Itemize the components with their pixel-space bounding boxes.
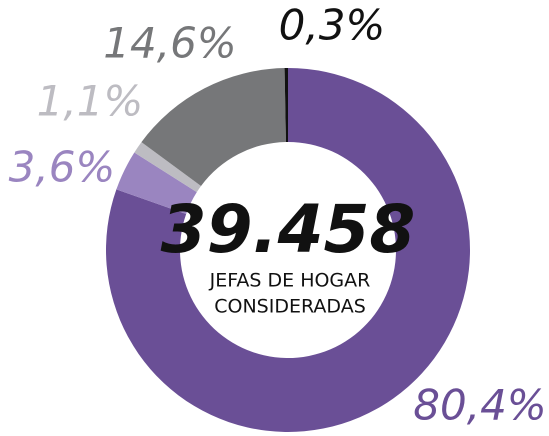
value-label: 3,6%: [9, 143, 116, 192]
value-label: 14,6%: [103, 19, 236, 68]
center-line: JEFAS DE HOGAR: [209, 270, 371, 292]
center-line: CONSIDERADAS: [214, 296, 366, 318]
value-label: 80,4%: [413, 381, 546, 430]
donut-segment: [106, 68, 471, 432]
value-label: 1,1%: [37, 77, 144, 126]
value-label: 0,3%: [279, 1, 386, 50]
donut-segment: [116, 152, 197, 215]
center-value: 39.458: [161, 191, 416, 268]
donut-segment: [284, 68, 288, 143]
donut-segment: [141, 68, 286, 186]
donut-segment: [134, 142, 202, 193]
